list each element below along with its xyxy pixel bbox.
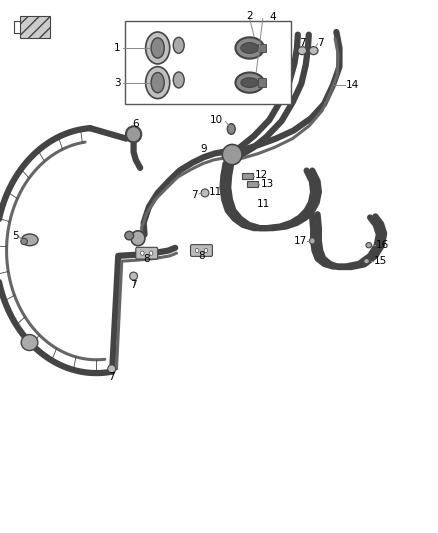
Text: 16: 16 [376,240,389,250]
Text: 2: 2 [246,11,253,21]
Text: 14: 14 [346,80,359,90]
FancyBboxPatch shape [136,247,158,259]
Ellipse shape [151,72,164,93]
Bar [242,173,253,179]
Text: 9: 9 [200,144,207,154]
Text: 8: 8 [198,251,205,261]
Text: 4: 4 [269,12,276,22]
Text: 8: 8 [143,254,150,263]
Ellipse shape [173,72,184,88]
Circle shape [149,251,153,255]
Ellipse shape [364,259,369,264]
Bar [258,78,266,87]
Text: 11: 11 [257,199,270,208]
Ellipse shape [108,365,116,373]
Text: 7: 7 [108,373,115,382]
Ellipse shape [145,67,170,99]
Circle shape [195,248,199,253]
Text: 5: 5 [12,231,18,240]
Ellipse shape [241,43,258,53]
Text: 7: 7 [191,190,198,199]
Bar [247,181,258,187]
Text: 6: 6 [132,119,139,128]
Ellipse shape [235,72,264,93]
Ellipse shape [21,238,27,245]
Ellipse shape [21,234,38,246]
Text: 7: 7 [299,38,306,47]
Ellipse shape [241,78,258,87]
Text: 7: 7 [130,280,137,290]
Ellipse shape [309,238,315,244]
Ellipse shape [131,231,145,246]
Ellipse shape [235,37,264,59]
Circle shape [204,248,208,253]
Ellipse shape [173,37,184,53]
FancyBboxPatch shape [191,245,212,256]
Bar [125,21,291,104]
Ellipse shape [298,47,307,55]
Ellipse shape [366,243,371,248]
Circle shape [141,251,144,255]
Text: 15: 15 [374,256,387,266]
Text: 3: 3 [114,78,120,87]
Text: 10: 10 [210,115,223,125]
Ellipse shape [201,189,209,197]
Ellipse shape [309,47,318,55]
Text: 17: 17 [293,236,307,246]
Ellipse shape [151,38,164,58]
Text: 11: 11 [209,187,223,197]
Ellipse shape [223,144,242,165]
Ellipse shape [145,32,170,64]
Bar [258,44,266,52]
Ellipse shape [126,126,141,142]
Ellipse shape [227,124,235,134]
Bar [20,16,50,38]
Ellipse shape [125,231,134,240]
Ellipse shape [130,272,138,280]
Text: 13: 13 [261,179,274,189]
Text: 7: 7 [318,38,324,47]
Text: 12: 12 [255,170,268,180]
Ellipse shape [21,335,38,351]
Text: 1: 1 [114,43,120,53]
